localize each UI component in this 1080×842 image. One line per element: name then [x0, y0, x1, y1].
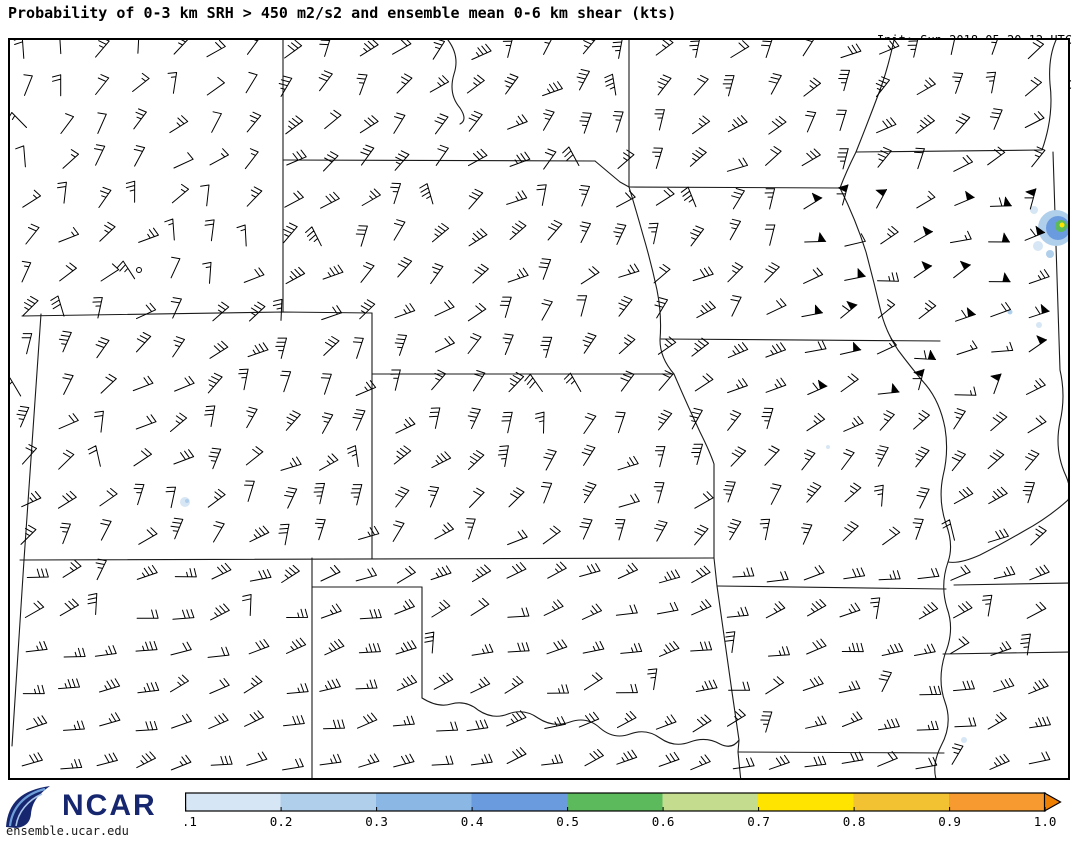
page-title: Probability of 0-3 km SRH > 450 m2/s2 an… [8, 4, 677, 22]
forecast-map [8, 38, 1070, 780]
svg-text:0.1: 0.1 [185, 814, 197, 829]
svg-text:1.0: 1.0 [1034, 814, 1057, 829]
colorbar-svg: 0.1 0.2 0.3 0.4 0.5 0.6 0.7 0.8 0.9 1.0 [174, 791, 1062, 829]
map-svg [10, 40, 1068, 778]
svg-text:0.9: 0.9 [938, 814, 961, 829]
ncar-logo-text: NCAR [62, 789, 157, 822]
svg-text:0.7: 0.7 [747, 814, 770, 829]
svg-text:0.5: 0.5 [556, 814, 579, 829]
ncar-swoosh-icon [6, 786, 50, 828]
svg-text:0.3: 0.3 [365, 814, 388, 829]
site-url: ensemble.ucar.edu [6, 824, 129, 838]
svg-text:0.8: 0.8 [843, 814, 866, 829]
svg-text:0.6: 0.6 [652, 814, 675, 829]
ncar-logo: NCAR [2, 782, 157, 830]
probability-colorbar: 0.1 0.2 0.3 0.4 0.5 0.6 0.7 0.8 0.9 1.0 [174, 791, 1065, 834]
svg-text:0.4: 0.4 [461, 814, 484, 829]
svg-text:0.2: 0.2 [270, 814, 293, 829]
